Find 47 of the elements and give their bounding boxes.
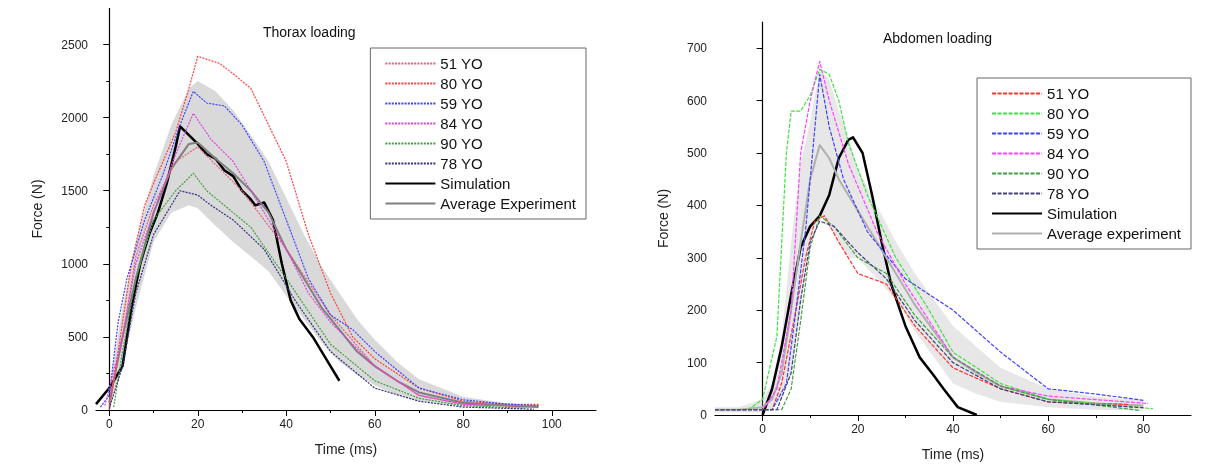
y-tick-label: 500	[686, 146, 708, 160]
text: Abdomen loading	[883, 30, 992, 46]
legend-label: 59 YO	[1047, 125, 1090, 142]
y-tick-label: 400	[686, 198, 708, 213]
legend-label: 51 YO	[440, 55, 483, 72]
y-tick-label: 0	[700, 408, 708, 422]
x-tick-label: 0	[105, 417, 113, 431]
legend-label: 51 YO	[1047, 85, 1090, 102]
legend-label: 84 YO	[440, 115, 483, 132]
y-tick-label: 2500	[61, 37, 89, 52]
y-tick-label: 300	[686, 250, 708, 265]
legend-label: 59 YO	[440, 95, 483, 112]
y-tick-label: 100	[686, 355, 708, 370]
x-tick-label: 20	[851, 422, 865, 436]
legend-label: 90 YO	[1047, 165, 1090, 182]
x-axis-title: Time (ms)	[314, 441, 378, 457]
legend-label: Average experiment	[1047, 225, 1182, 242]
x-tick-label: 100	[541, 417, 563, 431]
y-tick-label: 200	[686, 303, 708, 318]
y-axis-title: Force (N)	[655, 188, 671, 249]
x-tick-label: 40	[946, 422, 960, 436]
legend-label: Simulation	[1047, 205, 1118, 222]
y-tick-label: 700	[686, 41, 708, 56]
y-tick-label: 2000	[61, 110, 89, 125]
x-tick-label: 20	[191, 417, 205, 431]
legend-label: 90 YO	[440, 135, 483, 152]
x-tick-label: 60	[1041, 422, 1056, 436]
x-tick-label: 40	[279, 417, 294, 431]
y-tick-label: 600	[686, 93, 708, 108]
legend-label: 78 YO	[440, 155, 483, 172]
legend-label: Average Experiment	[440, 195, 577, 212]
y-tick-label: 500	[67, 329, 89, 344]
legend-label: 84 YO	[1047, 145, 1090, 162]
legend-label: 80 YO	[440, 75, 483, 92]
y-tick-label: 1500	[61, 183, 89, 198]
y-tick-label: 1000	[61, 256, 89, 271]
text: Thorax loading	[263, 24, 356, 40]
y-axis-title: Force (N)	[29, 179, 45, 239]
x-tick-label: 0	[759, 422, 767, 436]
legend-label: Simulation	[440, 175, 511, 192]
x-tick-label: 60	[368, 417, 382, 431]
legend-label: 80 YO	[1047, 105, 1090, 122]
x-tick-label: 80	[1136, 422, 1151, 436]
y-tick-label: 0	[81, 403, 89, 417]
legend-label: 78 YO	[1047, 185, 1090, 202]
x-axis-title: Time (ms)	[921, 446, 985, 462]
x-tick-label: 80	[456, 417, 471, 431]
